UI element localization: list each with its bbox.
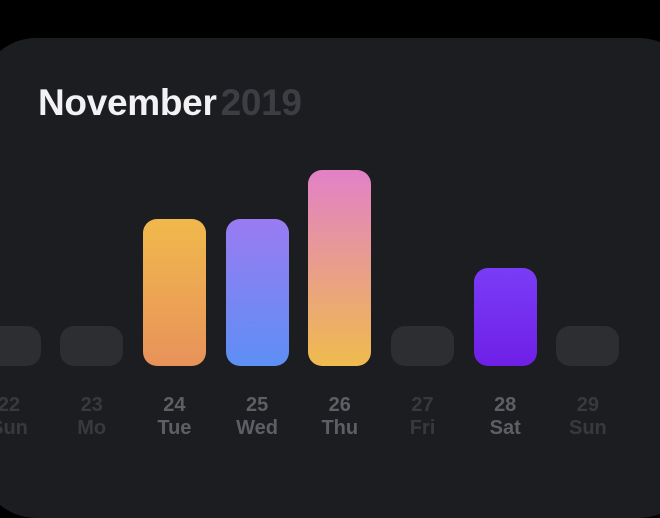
weekday-name: Sun: [0, 417, 28, 439]
day-number: 25: [245, 394, 269, 416]
day-number: 23: [80, 394, 103, 416]
day-number: 29: [576, 394, 600, 416]
day-label-28: 28 Sat: [465, 393, 545, 439]
day-bar-28[interactable]: [473, 268, 537, 366]
weekday-name: Sat: [489, 417, 521, 439]
day-bar-24[interactable]: [142, 219, 206, 366]
day-number: 24: [163, 394, 186, 416]
day-bar-empty-23[interactable]: [60, 326, 124, 366]
weekday-name: Mo: [77, 417, 107, 439]
year-label: 2019: [220, 82, 302, 123]
weekday-name: Sun: [569, 417, 607, 439]
weekday-name: Wed: [236, 417, 279, 439]
day-number: 26: [328, 394, 351, 416]
weekday-name: Fri: [409, 417, 436, 439]
day-label-24: 24 Tue: [134, 393, 214, 439]
day-label-25: 25 Wed: [217, 393, 297, 439]
day-label-22: 22Sun: [0, 393, 49, 439]
month-label: November: [38, 82, 217, 123]
page-title: November 2019: [38, 82, 302, 124]
day-bar-25[interactable]: [225, 219, 289, 366]
day-number: 28: [494, 394, 517, 416]
day-number: 22: [0, 394, 21, 416]
day-label-29: 29 Sun: [548, 393, 628, 439]
day-bar-empty-27[interactable]: [391, 326, 454, 366]
day-number: 27: [411, 394, 434, 416]
day-bar-empty-29[interactable]: [556, 326, 620, 366]
day-bar-empty-22[interactable]: [0, 326, 41, 366]
weekday-name: Thu: [321, 417, 359, 439]
day-bar-26[interactable]: [308, 170, 372, 366]
day-label-23: 23 Mo: [52, 393, 132, 439]
day-label-27: 27 Fri: [383, 393, 463, 439]
day-label-26: 26 Thu: [300, 393, 380, 439]
weekday-name: Tue: [157, 417, 192, 439]
